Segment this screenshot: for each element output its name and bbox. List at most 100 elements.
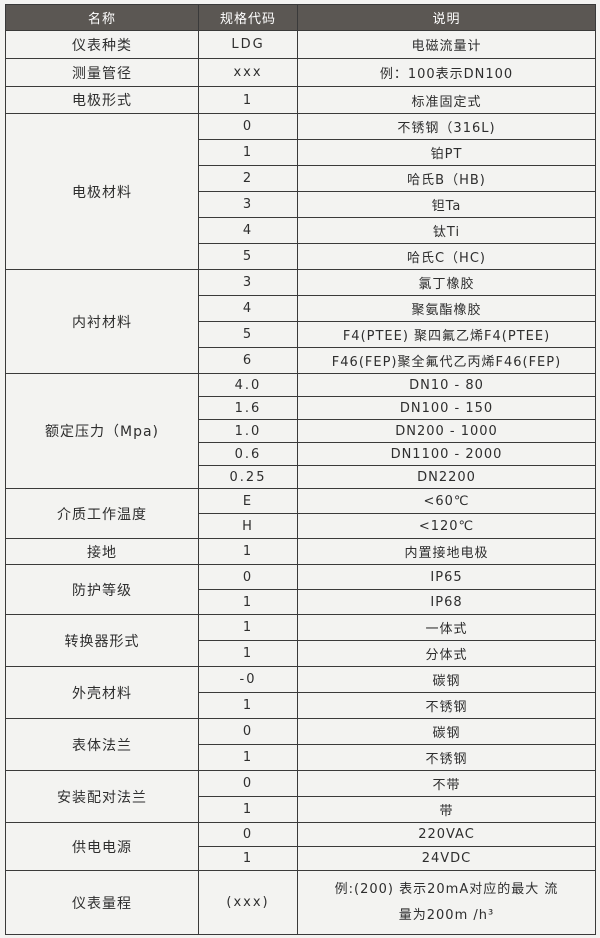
spec-code-cell: LDG — [198, 30, 298, 59]
table-row: 额定压力（Mpa) 4.0 DN10 - 80 — [5, 373, 596, 489]
spec-name-cell: 额定压力（Mpa) — [5, 373, 199, 489]
spec-desc-cell: IP65 — [297, 564, 596, 590]
header-code: 规格代码 — [198, 4, 298, 31]
spec-desc-cell: DN100 - 150 — [297, 396, 596, 420]
spec-desc-cell: 钽Ta — [297, 191, 596, 218]
spec-name-cell: 电极形式 — [5, 86, 199, 114]
table-row: 介质工作温度 E <60℃ — [5, 488, 596, 539]
table-row: 1 IP68 — [6, 589, 596, 615]
spec-desc-cell: 氯丁橡胶 — [297, 269, 596, 296]
table-row: 仪表种类 LDG 电磁流量计 — [5, 30, 596, 59]
spec-code-cell: xxx — [198, 58, 298, 87]
spec-code-cell: E — [198, 488, 298, 514]
table-row: 电极形式 1 标准固定式 — [5, 86, 596, 114]
table-row: 表体法兰 0 碳钢 — [5, 718, 596, 771]
spec-desc-cell: 聚氨酯橡胶 — [297, 295, 596, 322]
spec-desc-cell: 220VAC — [297, 822, 596, 847]
spec-name-cell: 仪表量程 — [5, 870, 199, 935]
spec-desc-cell: IP68 — [297, 589, 596, 615]
spec-code-cell: 1 — [198, 614, 298, 641]
table-row: 测量管径 xxx 例：100表示DN100 — [5, 58, 596, 87]
table-row: 4 聚氨酯橡胶 — [6, 295, 596, 322]
spec-desc-cell: 一体式 — [297, 614, 596, 641]
table-row: 5 哈氏C（HC) — [6, 243, 596, 270]
spec-code-cell: 1 — [198, 692, 298, 719]
specification-table: 名称 规格代码 说明 仪表种类 LDG 电磁流量计 测量管径 xxx 例：100表示DN1… — [5, 4, 596, 935]
spec-desc-cell: 不带 — [297, 770, 596, 797]
spec-code-cell: H — [198, 513, 298, 539]
table-row: 接地 1 内置接地电极 — [5, 538, 596, 565]
table-row: 1.0 DN200 - 1000 — [6, 419, 596, 443]
spec-desc-cell: <120℃ — [297, 513, 596, 539]
spec-desc-cell: 例:(200) 表示20mA对应的最大 流量为200m /h³ — [297, 870, 596, 935]
spec-code-cell: 0 — [198, 564, 298, 590]
spec-code-cell: 1 — [198, 796, 298, 823]
spec-code-cell: 1 — [198, 86, 298, 114]
spec-name-cell: 仪表种类 — [5, 30, 199, 59]
spec-code-cell: 1.6 — [198, 396, 298, 420]
spec-name-cell: 介质工作温度 — [5, 488, 199, 539]
spec-desc-cell: 分体式 — [297, 640, 596, 667]
spec-desc-cell: 电磁流量计 — [297, 30, 596, 59]
table-row: 4 钛Ti — [6, 217, 596, 244]
spec-code-cell: 4 — [198, 295, 298, 322]
table-row: 1 24VDC — [6, 846, 596, 871]
spec-name-cell: 供电电源 — [5, 822, 199, 871]
table-header: 名称 规格代码 说明 — [5, 4, 596, 31]
spec-desc-cell: DN10 - 80 — [297, 373, 596, 397]
spec-code-cell: 1 — [198, 846, 298, 871]
spec-name-cell: 表体法兰 — [5, 718, 199, 771]
spec-code-cell: 4.0 — [198, 373, 298, 397]
spec-code-cell: 3 — [198, 269, 298, 296]
spec-desc-cell: 哈氏B（HB) — [297, 165, 596, 192]
table-row: 1 不锈钢 — [6, 744, 596, 771]
spec-desc-cell: 铂PT — [297, 139, 596, 166]
spec-code-cell: 2 — [198, 165, 298, 192]
spec-name-cell: 电极材料 — [5, 113, 199, 270]
table-row: 转换器形式 1 一体式 — [5, 614, 596, 667]
table-row: 2 哈氏B（HB) — [6, 165, 596, 192]
spec-desc-cell: 碳钢 — [297, 666, 596, 693]
table-row: 1 分体式 — [6, 640, 596, 667]
spec-code-cell: 1 — [198, 589, 298, 615]
table-row: 外壳材料 -0 碳钢 — [5, 666, 596, 719]
spec-code-cell: -0 — [198, 666, 298, 693]
spec-code-cell: 0.6 — [198, 442, 298, 466]
spec-code-cell: 0 — [198, 113, 298, 140]
spec-desc-cell: F4(PTEE) 聚四氟乙烯F4(PTEE) — [297, 321, 596, 348]
spec-desc-cell: 例：100表示DN100 — [297, 58, 596, 87]
spec-desc-cell: 标准固定式 — [297, 86, 596, 114]
header-name: 名称 — [5, 4, 199, 31]
spec-code-cell: 0 — [198, 770, 298, 797]
spec-desc-cell: <60℃ — [297, 488, 596, 514]
table-row: 1.6 DN100 - 150 — [6, 396, 596, 420]
spec-desc-cell: DN1100 - 2000 — [297, 442, 596, 466]
spec-code-cell: (xxx) — [198, 870, 298, 935]
spec-desc-cell: 碳钢 — [297, 718, 596, 745]
header-desc: 说明 — [297, 4, 596, 31]
table-row: 内衬材料 3 氯丁橡胶 — [5, 269, 596, 374]
spec-code-cell: 5 — [198, 321, 298, 348]
table-row: 安装配对法兰 0 不带 — [5, 770, 596, 823]
spec-code-cell: 3 — [198, 191, 298, 218]
table-row: 3 钽Ta — [6, 191, 596, 218]
spec-code-cell: 0 — [198, 718, 298, 745]
table-row: 仪表量程 (xxx) 例:(200) 表示20mA对应的最大 流量为200m /h³ — [5, 870, 596, 935]
spec-desc-cell: 不锈钢 — [297, 692, 596, 719]
spec-desc-cell: 钛Ti — [297, 217, 596, 244]
spec-desc-cell: 哈氏C（HC) — [297, 243, 596, 270]
spec-name-cell: 内衬材料 — [5, 269, 199, 374]
spec-name-cell: 转换器形式 — [5, 614, 199, 667]
spec-name-cell: 接地 — [5, 538, 199, 565]
table-row: 5 F4(PTEE) 聚四氟乙烯F4(PTEE) — [6, 321, 596, 348]
spec-code-cell: 1 — [198, 139, 298, 166]
spec-name-cell: 外壳材料 — [5, 666, 199, 719]
spec-name-cell: 测量管径 — [5, 58, 199, 87]
table-row: 供电电源 0 220VAC — [5, 822, 596, 871]
spec-code-cell: 1 — [198, 538, 298, 565]
spec-code-cell: 1 — [198, 640, 298, 667]
table-row: H <120℃ — [6, 513, 596, 539]
table-row: 0.25 DN2200 — [6, 465, 596, 489]
table-row: 电极材料 0 不锈钢（316L) — [5, 113, 596, 270]
spec-desc-cell: DN200 - 1000 — [297, 419, 596, 443]
